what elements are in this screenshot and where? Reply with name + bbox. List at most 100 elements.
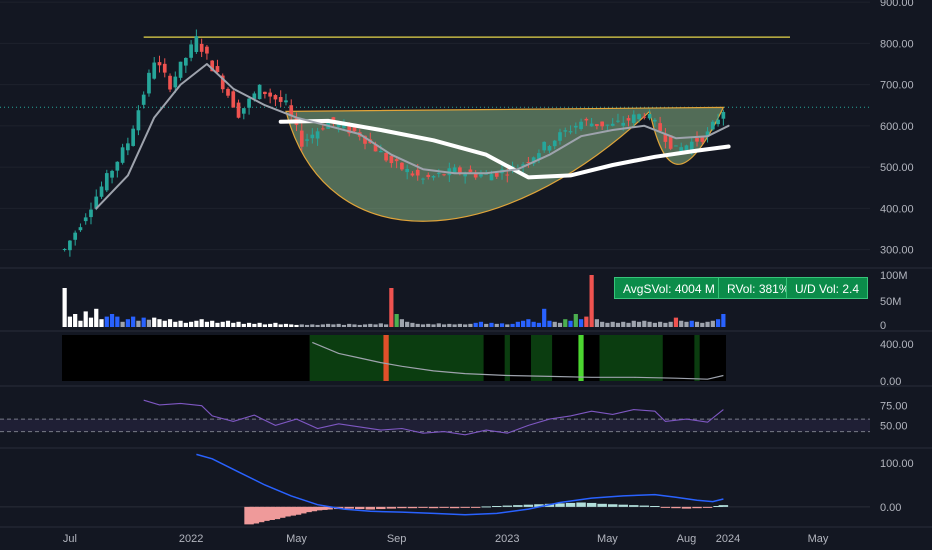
time-axis-label: Jul — [63, 533, 77, 545]
candle-body — [210, 60, 215, 72]
price-tick-label: 400.00 — [880, 203, 914, 215]
candle-body — [215, 66, 220, 73]
candle-body — [689, 141, 694, 150]
candle-body — [637, 114, 641, 120]
macd-histogram-bar — [576, 502, 586, 507]
candle-body — [674, 145, 678, 147]
volume-bar — [73, 314, 78, 327]
macd-histogram-bar — [586, 502, 597, 507]
candle-body — [310, 134, 315, 139]
volume-bar — [610, 321, 615, 327]
candle-body — [584, 118, 589, 121]
macd-histogram-bar — [344, 506, 354, 509]
candle-body — [658, 123, 662, 132]
rsi-tick-label: 75.00 — [880, 401, 908, 413]
candle-body — [537, 153, 541, 160]
candle-body — [378, 150, 383, 153]
candle-body — [489, 174, 494, 181]
volume-bar — [231, 322, 236, 327]
volume-bar — [241, 323, 246, 327]
volume-bar — [310, 324, 315, 327]
time-axis-label: Aug — [677, 533, 697, 545]
macd-histogram-bar — [355, 506, 365, 510]
candle-body — [120, 147, 125, 163]
macd-histogram-bar — [376, 506, 386, 510]
volume-bar — [225, 320, 231, 327]
volume-bar — [710, 320, 715, 327]
macd-histogram-bar — [312, 506, 323, 511]
macd-histogram-bar — [270, 506, 281, 520]
candle-body — [668, 135, 673, 149]
volume-bar — [447, 323, 452, 327]
rvol-band — [483, 335, 505, 381]
volume-bar — [109, 314, 115, 327]
candle-body — [716, 119, 720, 125]
candle-body — [315, 131, 320, 139]
candle-body — [89, 209, 93, 218]
volume-bar — [642, 320, 647, 327]
volume-bar — [705, 321, 710, 327]
volume-bar — [389, 288, 394, 327]
macd-histogram-bar — [275, 506, 286, 518]
candle-body — [642, 116, 647, 118]
volume-bar — [563, 319, 568, 327]
volume-tick-label: 100M — [880, 270, 908, 282]
candle-body — [131, 128, 135, 146]
macd-histogram-bar — [618, 504, 628, 507]
price-tick-label: 800.00 — [880, 38, 914, 50]
macd-line — [196, 453, 724, 516]
candle-body — [436, 172, 441, 174]
volume-bar — [315, 324, 320, 327]
volume-bar — [689, 320, 694, 327]
volume-bar — [320, 324, 325, 327]
volume-bar — [199, 319, 204, 327]
volume-bar — [368, 323, 373, 327]
price-tick-label: 500.00 — [880, 162, 914, 174]
candle-body — [78, 227, 83, 231]
volume-bar — [547, 320, 552, 327]
avg-volume-label: AvgSVol: — [623, 282, 672, 296]
volume-bar — [568, 320, 573, 327]
volume-bar — [636, 321, 642, 327]
ud-volume-badge: U/D Vol: 2.4 — [786, 277, 869, 299]
macd-histogram-bar — [534, 504, 544, 507]
candle-body — [268, 92, 273, 97]
candle-body — [510, 165, 515, 167]
volume-bar — [410, 322, 415, 327]
candle-body — [241, 108, 246, 114]
macd-histogram-bar — [702, 506, 713, 508]
candle-body — [126, 143, 130, 151]
candle-body — [178, 61, 183, 78]
candle-body — [400, 162, 404, 170]
volume-bar — [531, 321, 536, 327]
volume-bar — [615, 322, 621, 327]
volume-bar — [668, 321, 673, 327]
candle-body — [679, 147, 684, 154]
candles-group — [62, 29, 726, 257]
volume-bar — [152, 317, 157, 327]
volume-bar — [289, 324, 294, 327]
candle-body — [152, 62, 157, 79]
candle-body — [220, 75, 225, 90]
time-axis-label: May — [597, 533, 618, 545]
candle-body — [568, 131, 573, 133]
volume-bar — [647, 321, 652, 327]
volume-tick-label: 50M — [880, 296, 901, 308]
volume-bar — [510, 323, 515, 327]
volume-bar — [394, 314, 399, 327]
macd-histogram-bar — [265, 506, 275, 520]
time-axis-label: May — [808, 533, 829, 545]
macd-histogram-bar — [286, 506, 296, 516]
macd-histogram-bar — [439, 506, 449, 508]
candle-body — [104, 173, 109, 191]
macd-histogram-bar — [681, 506, 692, 509]
candle-body — [336, 124, 341, 127]
candle-body — [710, 121, 715, 130]
candle-body — [405, 168, 410, 173]
avg-volume-value: 4004 M — [674, 282, 715, 296]
candle-body — [194, 36, 199, 52]
macd-histogram-bar — [607, 504, 618, 507]
macd-histogram-bar — [254, 506, 265, 523]
